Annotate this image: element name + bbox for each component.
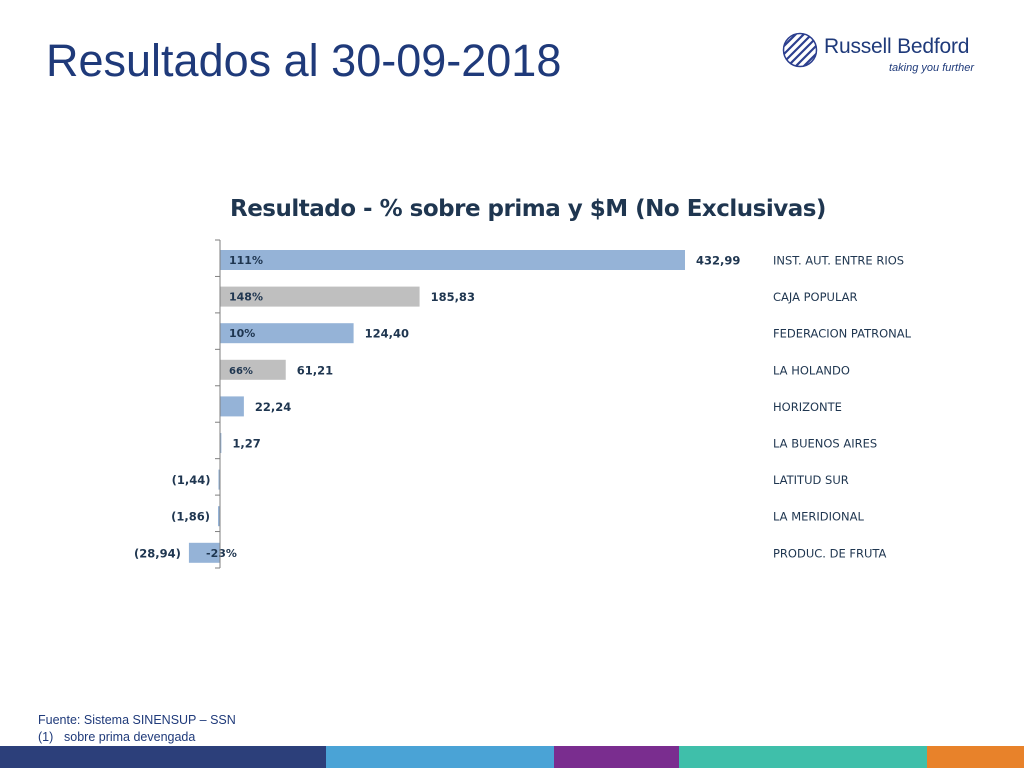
percent-label: -23% [206, 547, 237, 560]
bar [220, 250, 685, 270]
value-label: 432,99 [696, 254, 740, 268]
footnote-source: Fuente: Sistema SINENSUP – SSN [38, 713, 236, 727]
percent-label: 111% [229, 254, 263, 267]
page-title: Resultados al 30-09-2018 [46, 35, 562, 86]
footer-segment [0, 746, 326, 768]
percent-label: 148% [229, 291, 263, 304]
category-label: CAJA POPULAR [773, 290, 857, 304]
bar [220, 359, 286, 380]
value-label: 61,21 [297, 363, 333, 377]
value-label: 124,40 [365, 327, 409, 341]
value-label: (1,86) [171, 510, 210, 524]
bar [220, 433, 222, 453]
category-label: LA BUENOS AIRES [773, 437, 877, 451]
footnote-text: sobre prima devengada [64, 730, 196, 744]
category-label: FEDERACION PATRONAL [773, 327, 912, 341]
logo-name: Russell Bedford [824, 35, 970, 58]
footer-color-bar [0, 746, 1024, 768]
footer-segment [927, 746, 1024, 768]
value-label: (1,44) [172, 473, 211, 487]
category-label: INST. AUT. ENTRE RIOS [773, 254, 904, 268]
footnote-note: (1) sobre prima devengada [38, 730, 195, 744]
value-label: 22,24 [255, 400, 291, 414]
globe-logo-icon [782, 32, 818, 68]
value-label: (28,94) [134, 546, 181, 560]
bar [188, 542, 220, 563]
footnote-number: (1) [38, 730, 54, 744]
value-label: 185,83 [431, 290, 475, 304]
value-label: 1,27 [232, 437, 260, 451]
bar [218, 469, 220, 490]
percent-label: 10% [229, 327, 255, 340]
category-label: HORIZONTE [773, 400, 842, 414]
chart-title: Resultado - % sobre prima y $M (No Exclu… [230, 196, 826, 222]
percent-label: 66% [229, 366, 253, 377]
category-label: LATITUD SUR [773, 473, 849, 487]
footer-segment [554, 746, 679, 768]
category-label: LA MERIDIONAL [773, 510, 865, 524]
logo-tagline: taking you further [889, 62, 974, 74]
footer-segment [679, 746, 927, 768]
bar [220, 286, 420, 307]
category-label: PRODUC. DE FRUTA [773, 546, 887, 560]
russell-bedford-logo: Russell Bedford taking you further [782, 30, 982, 80]
category-label: LA HOLANDO [773, 363, 850, 377]
bar [220, 323, 354, 344]
footer-segment [326, 746, 554, 768]
bar [218, 506, 220, 527]
bar [220, 396, 244, 417]
